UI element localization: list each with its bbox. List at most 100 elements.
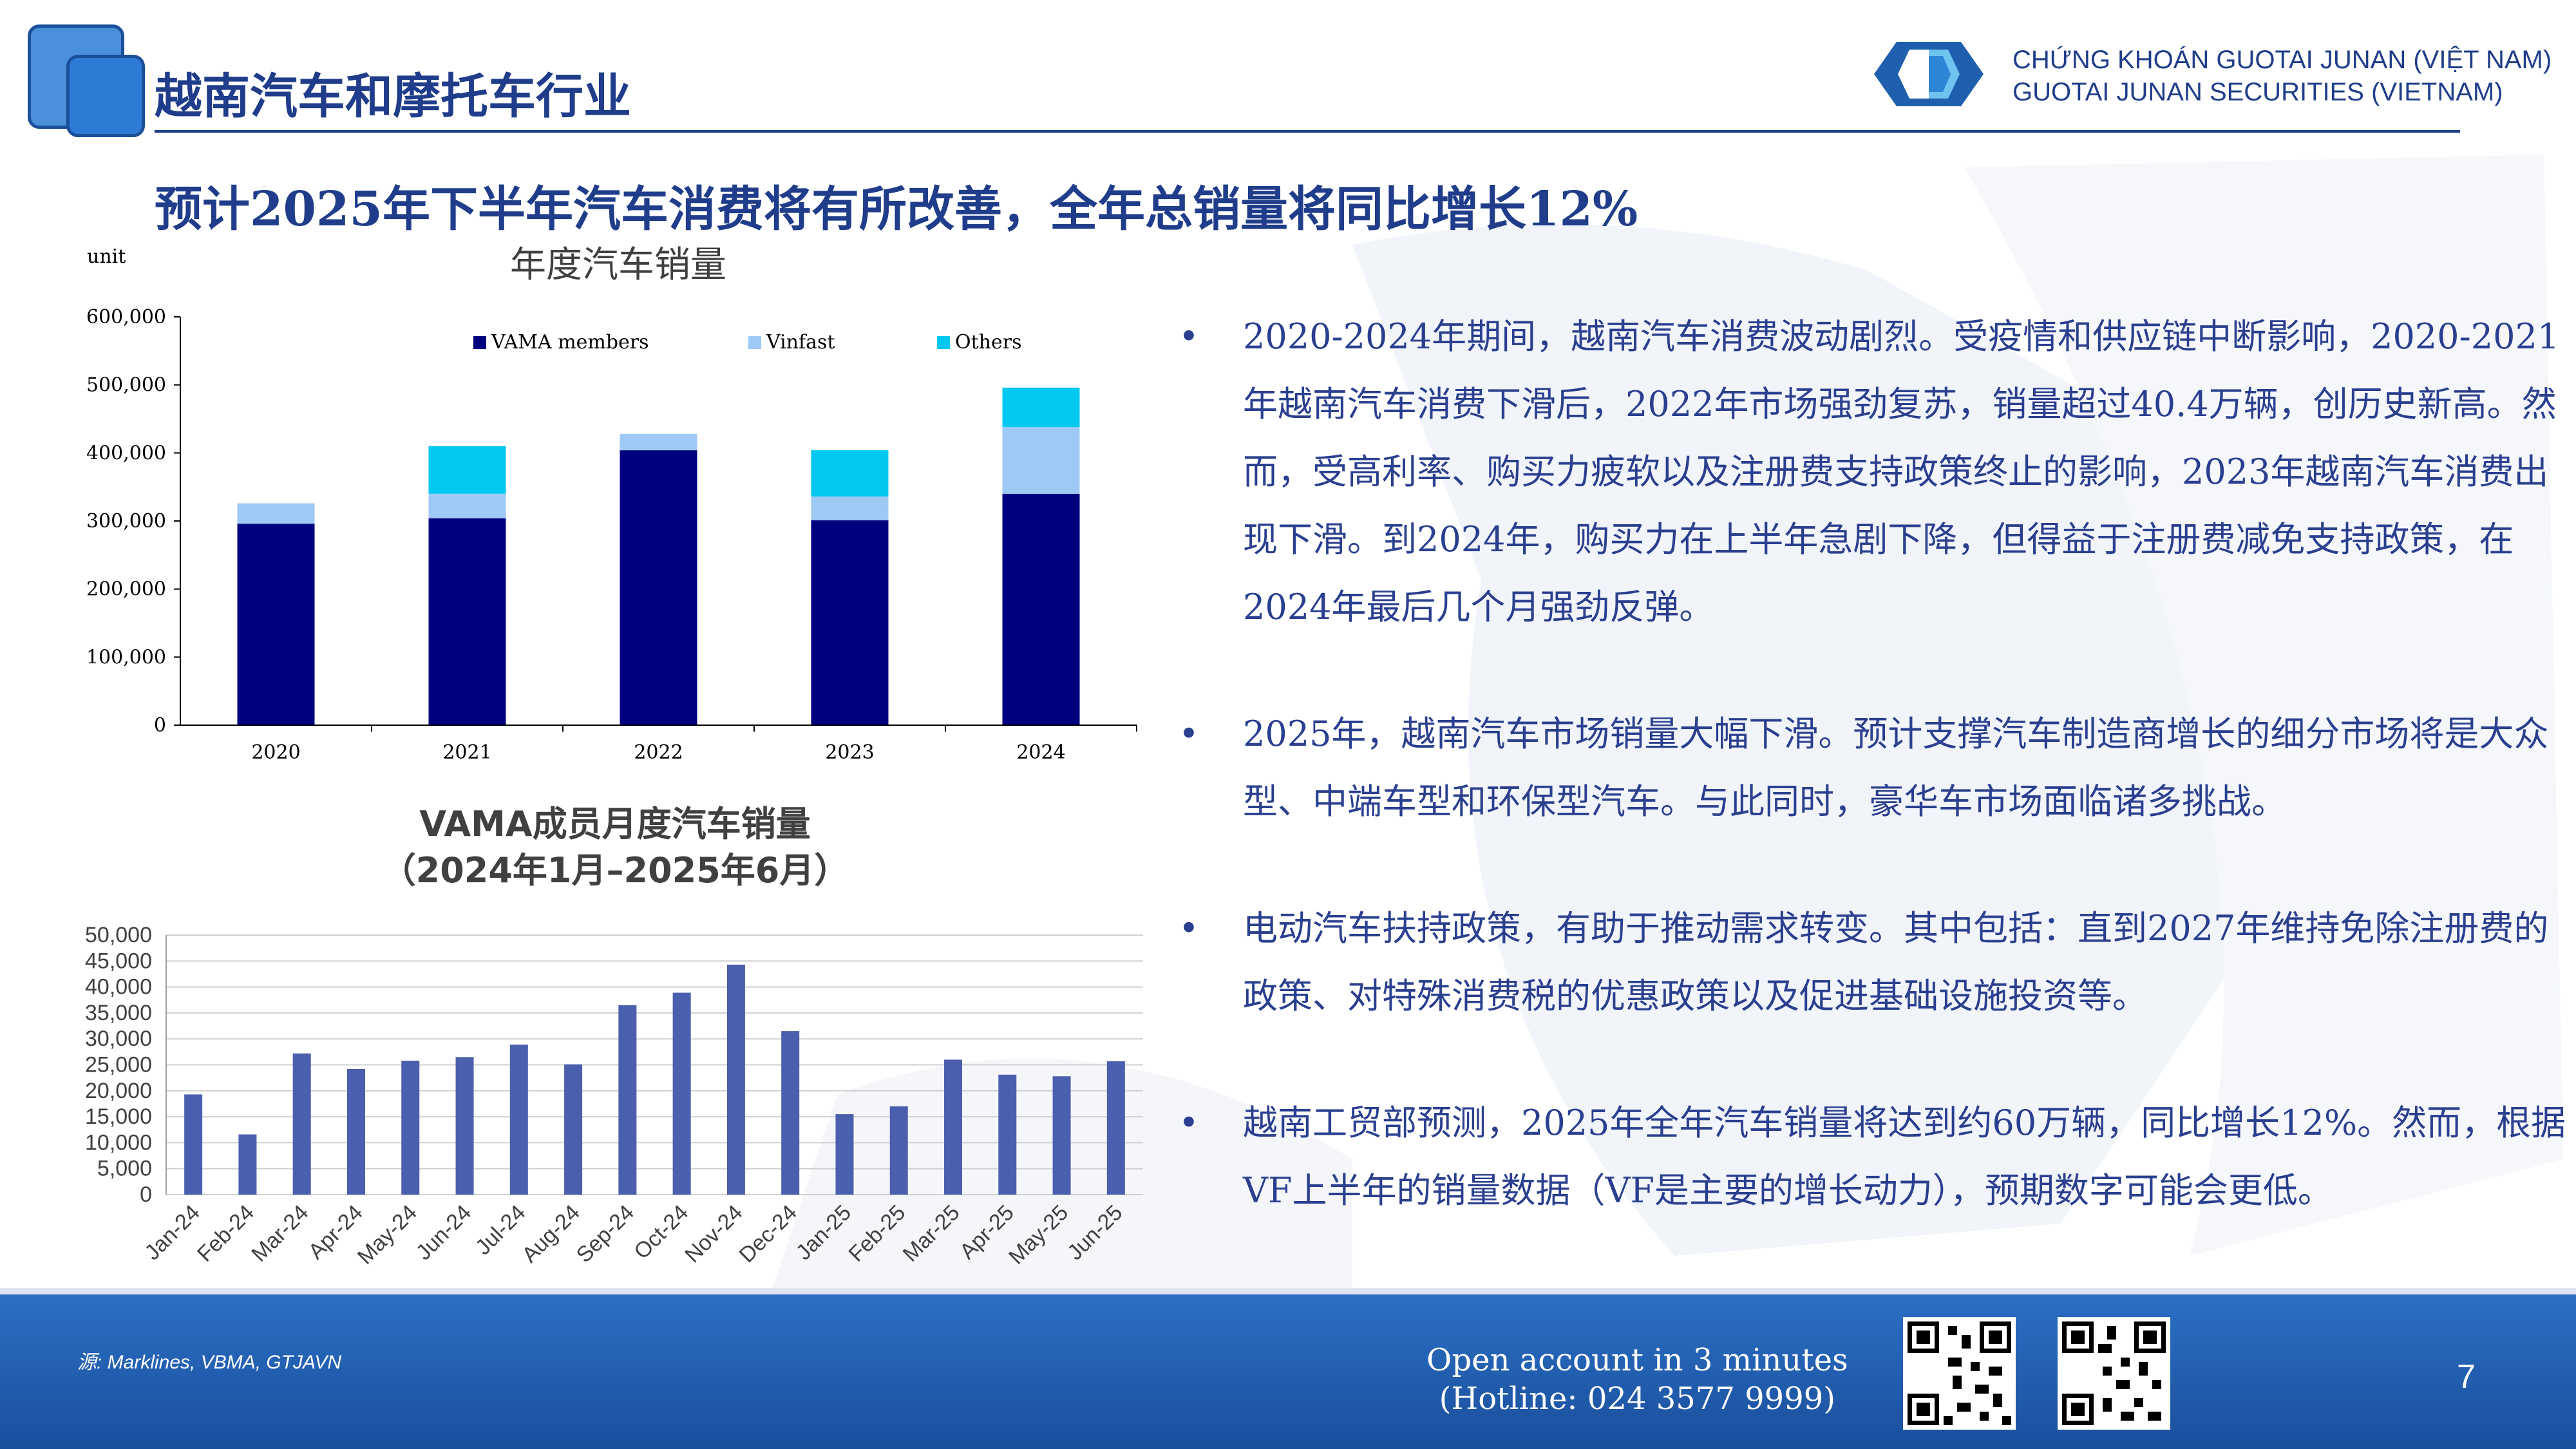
chart1-bar-segment — [428, 518, 506, 725]
chart2-y-tick-label: 15,000 — [85, 1104, 152, 1129]
chart2-bar — [944, 1059, 963, 1195]
chart1-bar-segment — [620, 450, 697, 725]
chart1-legend-swatch — [473, 336, 486, 349]
chart1-y-tick-label: 100,000 — [86, 646, 166, 668]
chart1-bar-segment — [237, 524, 315, 725]
chart2-x-tick-label: May-25 — [1004, 1200, 1073, 1269]
chart2-x-tick-label: Dec-24 — [734, 1200, 801, 1267]
chart2-bar — [238, 1134, 257, 1195]
chart2-y-tick-label: 25,000 — [85, 1053, 152, 1077]
chart1-legend-swatch — [937, 336, 950, 349]
chart1-y-tick-label: 500,000 — [86, 374, 166, 397]
chart2-bar — [998, 1074, 1017, 1195]
chart2-x-tick-label: Mar-24 — [247, 1200, 313, 1267]
bullet-item: • 越南工贸部预测，2025年全年汽车销量将达到约60万辆，同比增长12%。然而，… — [1172, 1089, 2576, 1224]
chart1-legend-label: VAMA members — [491, 331, 649, 354]
chart1-bar-segment — [1002, 427, 1080, 494]
chart2-x-tick-label: Oct-24 — [629, 1200, 693, 1264]
chart2-bar — [672, 992, 691, 1195]
chart1-x-tick-label: 2022 — [634, 741, 683, 764]
chart1-bar-segment — [428, 446, 506, 494]
chart2-bar — [184, 1094, 203, 1195]
header-decoration-square-front — [66, 55, 145, 137]
chart2-title-line1: VAMA成员月度汽车销量 — [419, 804, 810, 844]
chart2-bar — [781, 1031, 800, 1195]
chart2-x-tick-label: Jan-25 — [791, 1200, 856, 1265]
chart2-bar — [1052, 1076, 1071, 1195]
chart1-legend-label: Vinfast — [766, 331, 835, 354]
hotline-text: (Hotline: 024 3577 9999) — [1439, 1381, 1836, 1417]
chart2-title-line2: （2024年1月–2025年6月） — [381, 850, 849, 891]
footer-divider — [0, 1288, 2576, 1294]
chart2-y-tick-label: 10,000 — [85, 1130, 152, 1155]
chart2-bar — [726, 964, 745, 1195]
chart1-y-tick-label: 200,000 — [86, 578, 166, 601]
chart1-x-tick-label: 2023 — [825, 741, 874, 764]
chart1-bar-segment — [811, 520, 889, 725]
company-logo-icon — [1874, 42, 1984, 106]
bullet-dot: • — [1179, 714, 1199, 754]
chart2-x-tick-label: Feb-24 — [193, 1200, 259, 1267]
bullet-dot: • — [1179, 316, 1199, 357]
chart2-x-tick-label: Nov-24 — [680, 1200, 747, 1267]
qr-code-icon[interactable] — [2058, 1317, 2170, 1430]
slide-headline: 预计2025年下半年汽车消费将有所改善，全年总销量将同比增长12% — [155, 182, 1638, 237]
chart1-legend-label: Others — [955, 331, 1021, 354]
chart2-x-tick-label: Aug-24 — [517, 1200, 584, 1267]
bullet-item: • 2020-2024年期间，越南汽车消费波动剧烈。受疫情和供应链中断影响，202… — [1172, 303, 2576, 641]
chart2-y-tick-label: 20,000 — [85, 1079, 152, 1103]
qr-code-icon[interactable] — [1903, 1317, 2016, 1430]
chart2-y-tick-label: 40,000 — [85, 975, 152, 999]
chart1-legend-swatch — [748, 336, 761, 349]
chart2-bar — [889, 1106, 908, 1195]
chart1-y-tick-label: 0 — [154, 714, 166, 737]
chart1-title: 年度汽车销量 — [510, 244, 726, 286]
section-title: 越南汽车和摩托车行业 — [155, 69, 631, 124]
bullet-item: • 2025年，越南汽车市场销量大幅下滑。预计支撑汽车制造商增长的细分市场将是大众… — [1172, 700, 2576, 835]
page-number: 7 — [2457, 1358, 2476, 1396]
company-name-vietnamese: CHỨNG KHOÁN GUOTAI JUNAN (VIỆT NAM) — [2012, 46, 2552, 74]
chart1-bar-segment — [1002, 493, 1080, 725]
chart1-y-tick-label: 300,000 — [86, 510, 166, 533]
bullet-dot: • — [1179, 908, 1199, 949]
bullet-text: 2020-2024年期间，越南汽车消费波动剧烈。受疫情和供应链中断影响，2020… — [1243, 316, 2560, 627]
chart2-x-tick-label: Jun-24 — [412, 1200, 476, 1265]
chart2-bar — [346, 1068, 365, 1195]
chart2-bar — [835, 1114, 854, 1195]
monthly-sales-chart: VAMA成员月度汽车销量 （2024年1月–2025年6月） 05,00010,… — [85, 804, 1143, 1269]
chart2-bar — [455, 1057, 474, 1195]
chart2-bar — [618, 1005, 637, 1195]
bullet-text: 电动汽车扶持政策，有助于推动需求转变。其中包括：直到2027年维持免除注册费的政… — [1243, 908, 2549, 1016]
company-name-english: GUOTAI JUNAN SECURITIES (VIETNAM) — [2012, 78, 2503, 106]
chart2-bar — [509, 1045, 528, 1195]
bullet-text: 2025年，越南汽车市场销量大幅下滑。预计支撑汽车制造商增长的细分市场将是大众型… — [1243, 714, 2549, 822]
chart2-x-tick-label: Jun-25 — [1063, 1200, 1127, 1265]
open-account-text: Open account in 3 minutes — [1426, 1342, 1848, 1378]
bullet-dot: • — [1179, 1103, 1199, 1143]
bullet-list: • 2020-2024年期间，越南汽车消费波动剧烈。受疫情和供应链中断影响，202… — [1172, 303, 2576, 1283]
chart1-unit-label: unit — [87, 245, 126, 268]
chart2-x-tick-label: Mar-25 — [898, 1200, 965, 1267]
chart2-x-tick-label: Sep-24 — [572, 1200, 639, 1267]
annual-sales-chart: unit 年度汽车销量 VAMA members Vinfast Others 0 1… — [86, 244, 1137, 764]
chart1-bar-segment — [428, 493, 506, 518]
chart1-x-tick-label: 2021 — [442, 741, 491, 764]
chart2-x-tick-label: May-24 — [353, 1200, 422, 1269]
chart1-bar-segment — [811, 450, 889, 497]
chart1-y-tick-label: 600,000 — [86, 306, 166, 328]
chart2-y-tick-label: 30,000 — [85, 1027, 152, 1051]
bullet-item: • 电动汽车扶持政策，有助于推动需求转变。其中包括：直到2027年维持免除注册费的… — [1172, 895, 2576, 1030]
chart2-bar — [564, 1064, 583, 1195]
chart1-x-tick-label: 2024 — [1016, 741, 1065, 764]
chart1-bar-segment — [620, 433, 697, 451]
chart2-y-tick-label: 5,000 — [97, 1157, 152, 1181]
chart2-bar — [292, 1053, 311, 1195]
chart1-bar-segment — [811, 496, 889, 520]
company-name: CHỨNG KHOÁN GUOTAI JUNAN (VIỆT NAM) GUOT… — [2012, 44, 2552, 108]
chart1-x-tick-label: 2020 — [251, 741, 300, 764]
chart2-x-tick-label: Jan-24 — [140, 1200, 204, 1265]
open-account-promo[interactable]: Open account in 3 minutes (Hotline: 024 … — [1426, 1341, 1848, 1418]
chart1-y-tick-label: 400,000 — [86, 442, 166, 464]
chart2-y-tick-label: 45,000 — [85, 949, 152, 973]
footer-bar — [0, 1294, 2576, 1449]
